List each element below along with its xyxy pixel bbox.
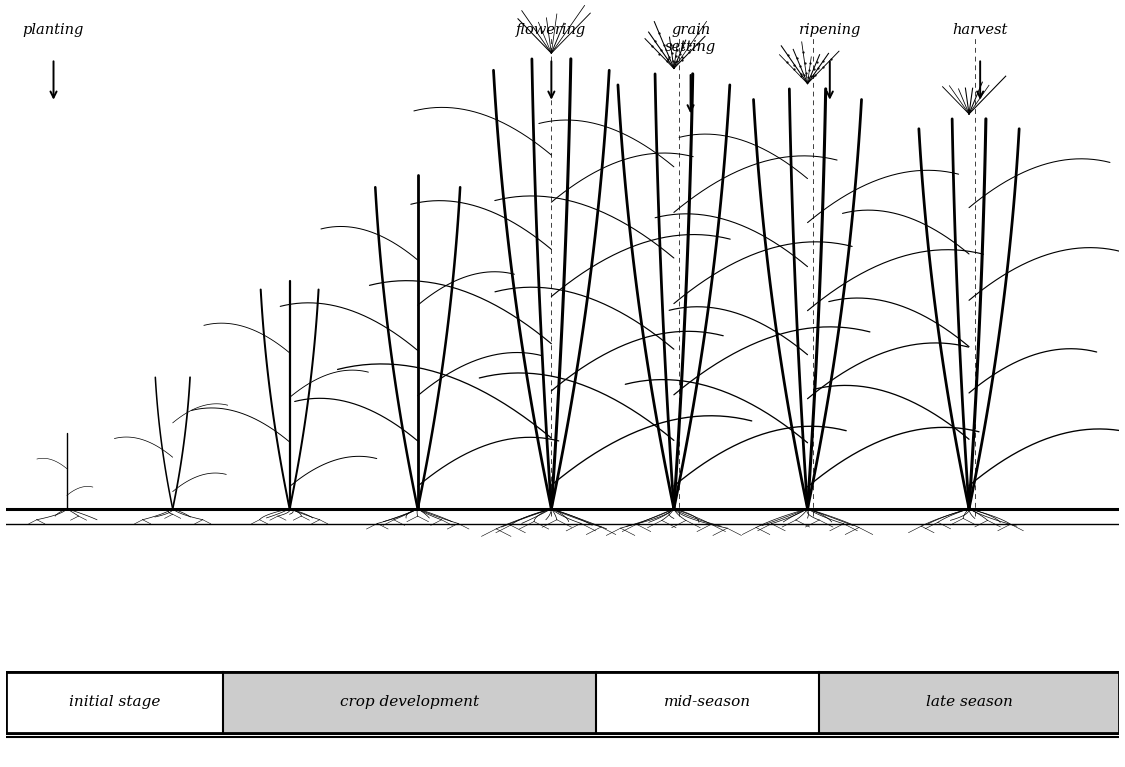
Text: harvest: harvest [953,23,1008,37]
Text: mid-season: mid-season [664,696,750,709]
Bar [223,672,596,732]
Bar [6,672,223,732]
Text: crop development: crop development [340,696,479,709]
Text: ripening: ripening [799,23,861,37]
Bar [596,672,819,732]
Text: late season: late season [926,696,1013,709]
Text: planting: planting [22,23,84,37]
Bar [6,672,1119,732]
Bar [819,672,1119,732]
Text: grain
setting: grain setting [665,23,717,54]
Bar [6,672,1119,732]
Text: flowering: flowering [516,23,586,37]
Text: initial stage: initial stage [69,696,160,709]
